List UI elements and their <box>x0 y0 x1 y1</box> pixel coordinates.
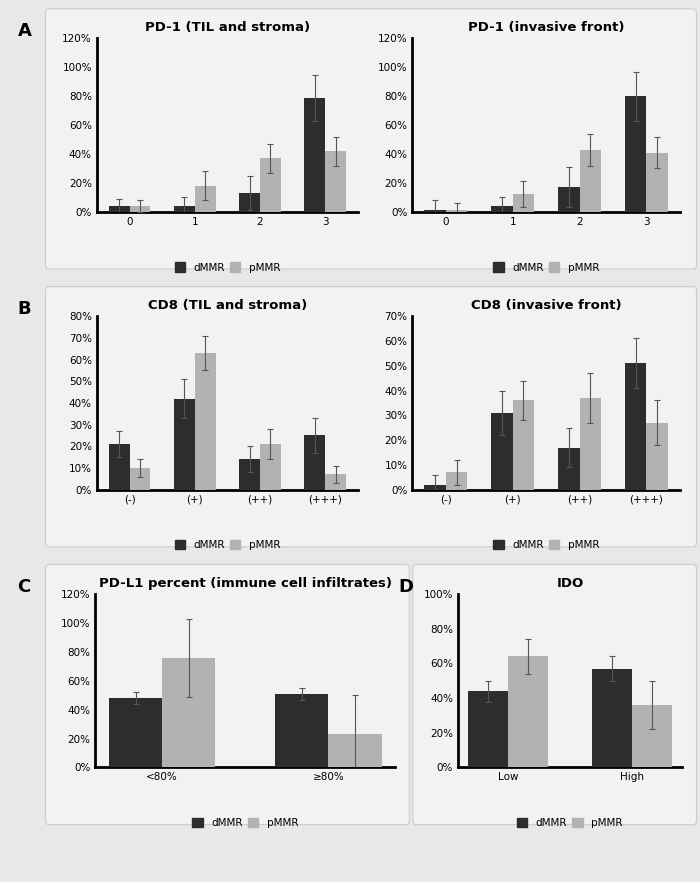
Bar <box>647 153 668 212</box>
Bar <box>130 468 150 490</box>
Title: PD-1 (TIL and stroma): PD-1 (TIL and stroma) <box>145 21 310 34</box>
Bar <box>239 193 260 212</box>
Bar <box>491 206 512 212</box>
Legend: dMMR, pMMR: dMMR, pMMR <box>517 818 623 828</box>
Title: PD-L1 percent (immune cell infiltrates): PD-L1 percent (immune cell infiltrates) <box>99 577 392 590</box>
Legend: dMMR, pMMR: dMMR, pMMR <box>174 540 280 550</box>
Text: A: A <box>18 22 32 40</box>
Text: C: C <box>18 578 31 595</box>
Bar <box>326 475 346 490</box>
Title: CD8 (invasive front): CD8 (invasive front) <box>471 299 622 312</box>
Bar <box>512 400 534 490</box>
Title: IDO: IDO <box>556 577 584 590</box>
Bar <box>130 206 150 212</box>
Legend: dMMR, pMMR: dMMR, pMMR <box>494 540 599 550</box>
Bar <box>580 150 601 212</box>
Bar <box>647 422 668 490</box>
Bar <box>304 436 326 490</box>
Bar <box>162 658 216 767</box>
Bar <box>260 159 281 212</box>
Bar <box>558 187 580 212</box>
Bar <box>195 186 216 212</box>
Legend: dMMR, pMMR: dMMR, pMMR <box>193 818 298 828</box>
Bar <box>632 705 672 767</box>
Bar <box>491 413 512 490</box>
Bar <box>446 211 468 212</box>
Title: CD8 (TIL and stroma): CD8 (TIL and stroma) <box>148 299 307 312</box>
Bar <box>446 472 468 490</box>
Bar <box>174 206 195 212</box>
Text: B: B <box>18 300 31 318</box>
Bar <box>580 398 601 490</box>
Bar <box>326 151 346 212</box>
Legend: dMMR, pMMR: dMMR, pMMR <box>494 262 599 273</box>
Bar <box>625 363 647 490</box>
Bar <box>468 691 508 767</box>
Bar <box>328 734 382 767</box>
Bar <box>195 353 216 490</box>
Bar <box>108 445 130 490</box>
Bar <box>275 694 328 767</box>
Bar <box>424 485 446 490</box>
Bar <box>174 399 195 490</box>
Bar <box>304 98 326 212</box>
Legend: dMMR, pMMR: dMMR, pMMR <box>174 262 280 273</box>
Bar <box>424 211 446 212</box>
Bar <box>625 96 647 212</box>
Title: PD-1 (invasive front): PD-1 (invasive front) <box>468 21 624 34</box>
Bar <box>239 460 260 490</box>
Bar <box>508 656 547 767</box>
Bar <box>592 669 632 767</box>
Bar <box>558 447 580 490</box>
Text: D: D <box>399 578 414 595</box>
Bar <box>109 698 162 767</box>
Bar <box>512 194 534 212</box>
Bar <box>260 445 281 490</box>
Bar <box>108 206 130 212</box>
